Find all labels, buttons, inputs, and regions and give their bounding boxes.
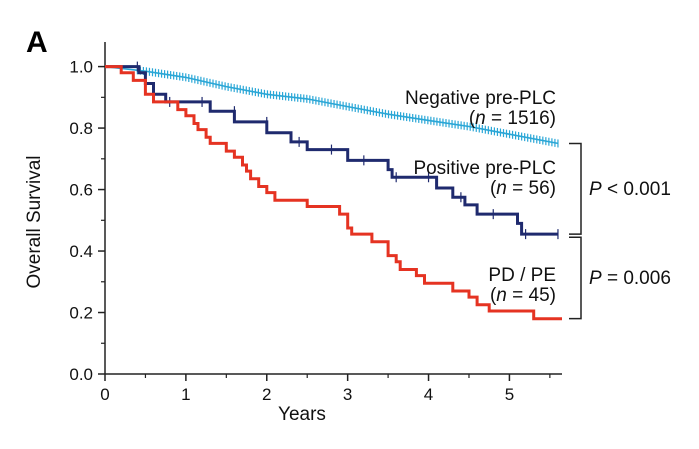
comparison-bracket — [569, 142, 582, 235]
series-layer — [104, 61, 562, 321]
panel-label: A — [26, 26, 48, 59]
x-tick-label: 1 — [181, 385, 190, 404]
series-label: PD / PE — [488, 265, 556, 286]
series-label: Negative pre-PLC — [405, 88, 556, 109]
y-tick-label: 0.4 — [69, 242, 93, 261]
p-value-label: P = 0.006 — [589, 268, 671, 289]
y-axis-title: Overall Survival — [24, 155, 45, 288]
y-tick-label: 0.8 — [69, 119, 93, 138]
y-tick-label: 0.0 — [69, 365, 93, 384]
x-axis-title: Years — [278, 404, 326, 425]
series-n-label: (n = 45) — [490, 285, 556, 306]
y-tick-label: 0.6 — [69, 181, 93, 200]
axes: 0.0 0.2 0.4 0.6 0.8 1.0 0 1 2 3 4 5 — [69, 42, 562, 404]
p-value-label: P < 0.001 — [589, 179, 671, 200]
series-line-positive-pre-plc — [105, 65, 558, 236]
comparison-bracket — [569, 236, 582, 320]
series-n-label: (n = 1516) — [469, 108, 556, 129]
x-tick-label: 2 — [262, 385, 271, 404]
x-tick-label: 0 — [100, 385, 109, 404]
x-tick-label: 4 — [424, 385, 433, 404]
series-line-pd-pe — [105, 65, 562, 321]
x-tick-label: 5 — [505, 385, 514, 404]
y-tick-label: 1.0 — [69, 58, 93, 77]
annotations: Negative pre-PLC(n = 1516) Positive pre-P… — [405, 88, 671, 320]
y-tick-label: 0.2 — [69, 304, 93, 323]
series-label: Positive pre-PLC — [413, 158, 556, 179]
series-n-label: (n = 56) — [490, 178, 556, 199]
x-tick-label: 3 — [343, 385, 352, 404]
